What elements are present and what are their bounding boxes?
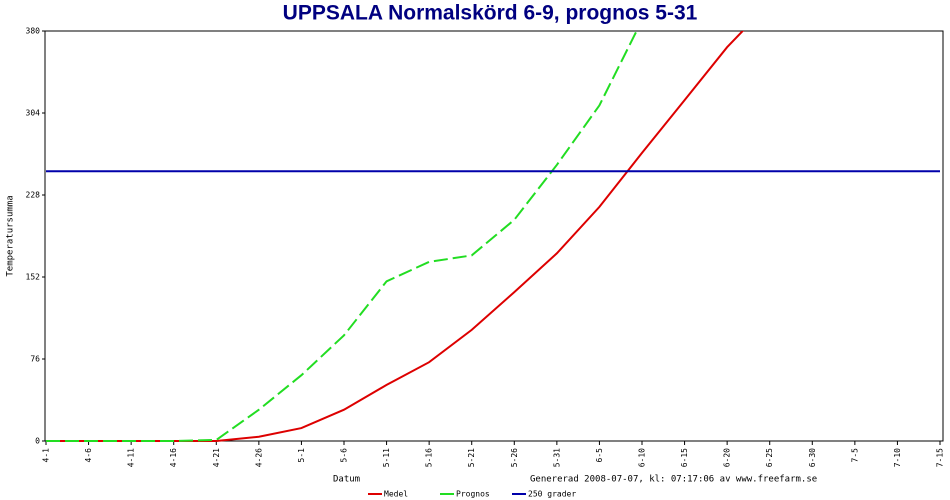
x-tick-label: 4-6 xyxy=(84,448,93,463)
x-tick-label: 7-5 xyxy=(850,448,859,463)
x-tick-label: 4-11 xyxy=(127,448,136,467)
plot-area xyxy=(46,31,940,442)
legend-label: 250 grader xyxy=(528,490,576,499)
x-tick-label: 6-20 xyxy=(723,448,732,467)
x-tick-label: 5-16 xyxy=(425,448,434,467)
footer: Genererad 2008-07-07, kl: 07:17:06 av ww… xyxy=(530,475,817,485)
x-tick-label: 4-1 xyxy=(42,448,51,463)
y-tick-label: 0 xyxy=(35,437,40,446)
legend-label: Medel xyxy=(384,490,408,499)
x-tick-label: 5-11 xyxy=(382,448,391,467)
y-tick-label: 228 xyxy=(26,191,41,200)
x-tick-label: 6-10 xyxy=(638,448,647,467)
x-tick-label: 5-31 xyxy=(552,448,561,467)
x-tick-label: 5-26 xyxy=(510,448,519,467)
x-tick-label: 4-26 xyxy=(254,448,263,467)
y-tick-label: 304 xyxy=(26,109,41,118)
x-tick-label: 5-1 xyxy=(297,448,306,463)
x-tick-label: 4-16 xyxy=(169,448,178,467)
x-tick-label: 6-5 xyxy=(595,448,604,463)
y-tick-label: 380 xyxy=(26,27,41,36)
x-axis-label: Datum xyxy=(333,475,360,485)
y-axis-label: Temperatursumma xyxy=(6,195,16,276)
x-tick-label: 6-15 xyxy=(680,448,689,467)
x-tick-label: 7-10 xyxy=(893,448,902,467)
y-tick-label: 152 xyxy=(26,273,41,282)
x-tick-label: 4-21 xyxy=(212,448,221,467)
x-tick-label: 7-15 xyxy=(936,448,945,467)
legend-label: Prognos xyxy=(456,490,490,499)
x-tick-label: 6-25 xyxy=(765,448,774,467)
x-tick-label: 5-21 xyxy=(467,448,476,467)
series-line xyxy=(46,31,638,442)
y-tick-label: 76 xyxy=(30,355,40,364)
x-tick-label: 6-30 xyxy=(808,448,817,467)
chart-title: UPPSALA Normalskörd 6-9, prognos 5-31 xyxy=(283,2,698,25)
x-tick-label: 5-6 xyxy=(340,448,349,463)
